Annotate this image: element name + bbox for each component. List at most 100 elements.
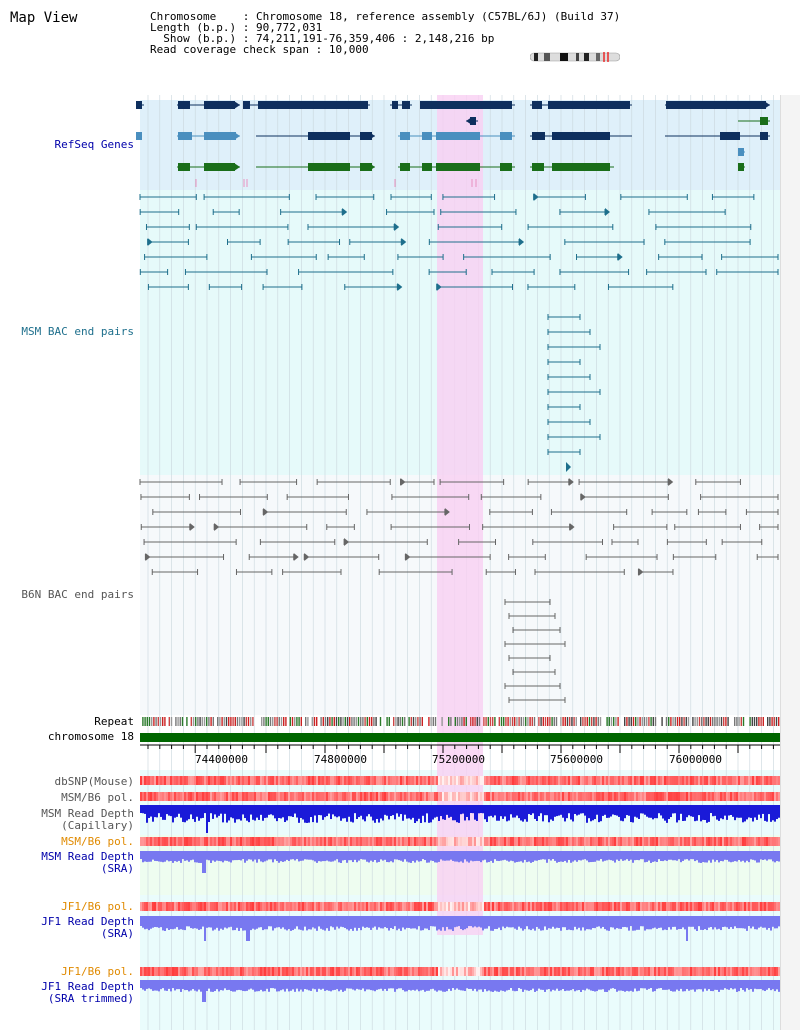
- msm-b6-pol2-cell: [540, 837, 542, 846]
- repeat-element: [514, 717, 516, 726]
- repeat-element: [432, 717, 434, 726]
- jf1-b6-pol-cell: [258, 902, 260, 911]
- repeat-element: [170, 717, 173, 726]
- jf1-b6-pol2-cell: [602, 967, 604, 976]
- dbsnp-cell: [494, 776, 496, 785]
- msm-depth-capillary-bar: [658, 805, 660, 814]
- jf1-b6-pol2-cell: [144, 967, 146, 976]
- jf1-depth-sra-bar: [338, 916, 340, 929]
- jf1-b6-pol2-cell: [756, 967, 758, 976]
- msm-b6-pol-cell: [614, 792, 616, 801]
- jf1-depth-trimmed-bar: [342, 980, 344, 992]
- scrollbar[interactable]: [780, 95, 800, 1030]
- jf1-depth-trimmed-bar: [760, 980, 762, 989]
- msm-b6-pol2-cell: [424, 837, 426, 846]
- msm-b6-pol-cell: [436, 792, 438, 801]
- jf1-b6-pol-cell: [680, 902, 682, 911]
- msm-b6-pol2-cell: [452, 837, 454, 846]
- jf1-b6-pol2-cell: [422, 967, 424, 976]
- msm-b6-pol-cell: [148, 792, 150, 801]
- jf1-b6-pol2-cell: [712, 967, 714, 976]
- msm-b6-pol2-cell: [140, 837, 142, 846]
- msm-b6-pol2-cell: [338, 837, 340, 846]
- axis-tick-label: 75600000: [550, 753, 603, 766]
- track-label-refseq[interactable]: RefSeq Genes: [54, 138, 134, 151]
- jf1-b6-pol-cell: [280, 902, 282, 911]
- msm-b6-pol-cell: [362, 792, 364, 801]
- jf1-b6-pol-cell: [226, 902, 228, 911]
- jf1-depth-sra-bar: [348, 916, 350, 931]
- msm-depth-capillary-bar: [620, 805, 622, 821]
- jf1-depth-sra-bar: [156, 916, 158, 928]
- msm-b6-pol-cell: [674, 792, 676, 801]
- dbsnp-cell: [452, 776, 454, 785]
- msm-depth-sra-bar: [436, 851, 438, 863]
- repeat-element: [709, 717, 712, 726]
- msm-depth-capillary-bar: [270, 805, 272, 815]
- jf1-b6-pol-cell: [652, 902, 654, 911]
- jf1-b6-pol2-cell: [370, 967, 372, 976]
- msm-depth-sra-bar: [566, 851, 568, 863]
- jf1-b6-pol-cell: [452, 902, 454, 911]
- jf1-b6-pol-cell: [502, 902, 504, 911]
- msm-b6-pol-cell: [276, 792, 278, 801]
- jf1-depth-sra-bar: [738, 916, 740, 929]
- dbsnp-cell: [610, 776, 612, 785]
- jf1-depth-sra-bar: [496, 916, 498, 930]
- jf1-b6-pol-cell: [718, 902, 720, 911]
- msm-b6-pol2-cell: [724, 837, 726, 846]
- repeat-element: [316, 717, 318, 726]
- msm-depth-sra-bar: [648, 851, 650, 861]
- gene-exon: [178, 101, 190, 109]
- track-label-msm-bac[interactable]: MSM BAC end pairs: [21, 325, 134, 338]
- msm-depth-sra-bar: [352, 851, 354, 863]
- jf1-depth-sra-bar: [668, 916, 670, 928]
- gene-exon: [760, 132, 768, 140]
- jf1-b6-pol2-cell: [490, 967, 492, 976]
- msm-b6-pol-cell: [180, 792, 182, 801]
- jf1-depth-trimmed-bar: [718, 980, 720, 992]
- msm-b6-pol-cell: [284, 792, 286, 801]
- dbsnp-cell: [162, 776, 164, 785]
- jf1-b6-pol2-cell: [248, 967, 250, 976]
- jf1-depth-trimmed-bar: [478, 980, 480, 990]
- chromosome-ideogram[interactable]: [530, 52, 620, 62]
- jf1-b6-pol2-cell: [284, 967, 286, 976]
- jf1-b6-pol2-cell: [376, 967, 378, 976]
- jf1-b6-pol2-cell: [760, 967, 762, 976]
- jf1-depth-sra-bar: [286, 916, 288, 931]
- jf1-depth-trimmed-bar: [556, 980, 558, 989]
- jf1-b6-pol2-cell: [300, 967, 302, 976]
- jf1-depth-trimmed-bar: [728, 980, 730, 990]
- jf1-b6-pol2-cell: [456, 967, 458, 976]
- dbsnp-cell: [510, 776, 512, 785]
- dbsnp-cell: [544, 776, 546, 785]
- msm-depth-capillary-bar: [154, 805, 156, 818]
- jf1-b6-pol-cell: [284, 902, 286, 911]
- jf1-depth-sra-bar: [602, 916, 604, 927]
- jf1-b6-pol-cell: [198, 902, 200, 911]
- msm-depth-sra-bar: [458, 851, 460, 863]
- msm-b6-pol-cell: [496, 792, 498, 801]
- jf1-depth-sra-bar: [336, 916, 338, 927]
- msm-b6-pol-cell: [658, 792, 660, 801]
- b6n-bac-track: [139, 478, 779, 703]
- jf1-depth-trimmed-bar: [592, 980, 594, 991]
- jf1-depth-sra-bar: [332, 916, 334, 928]
- msm-b6-pol-cell: [672, 792, 674, 801]
- msm-depth-sra-bar: [152, 851, 154, 860]
- genome-tracks[interactable]: [0, 95, 800, 1030]
- msm-b6-pol2-cell: [480, 837, 482, 846]
- msm-depth-sra-bar: [314, 851, 316, 862]
- jf1-b6-pol-cell: [512, 902, 514, 911]
- dbsnp-cell: [366, 776, 368, 785]
- dbsnp-cell: [682, 776, 684, 785]
- msm-depth-capillary-bar: [352, 805, 354, 823]
- msm-depth-sra-bar: [590, 851, 592, 863]
- msm-depth-sra-bar: [168, 851, 170, 862]
- dbsnp-cell: [332, 776, 334, 785]
- jf1-b6-pol-cell: [338, 902, 340, 911]
- msm-b6-pol2-cell: [158, 837, 160, 846]
- msm-depth-capillary-bar: [760, 805, 762, 819]
- track-label-b6n-bac[interactable]: B6N BAC end pairs: [21, 588, 134, 601]
